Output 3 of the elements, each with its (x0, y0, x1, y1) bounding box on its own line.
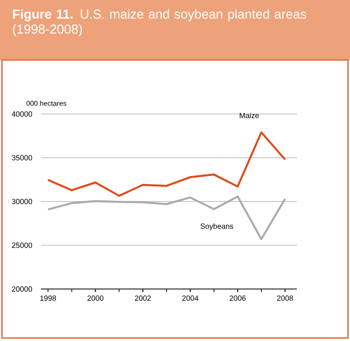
line-series (47, 196, 286, 240)
line-series (47, 131, 286, 197)
chart-title: Figure 11. U.S. maize and soybean planted areas (1998-2008) (12, 9, 306, 36)
